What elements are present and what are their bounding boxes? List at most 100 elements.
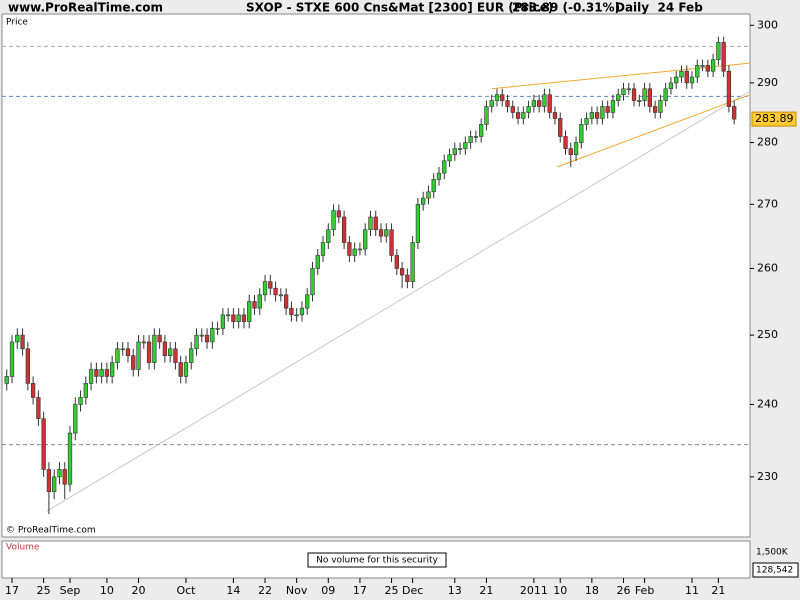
candle-body bbox=[626, 88, 631, 91]
candle-body bbox=[315, 255, 320, 269]
volume-last: 128,542 bbox=[756, 566, 793, 576]
candle-body bbox=[700, 65, 705, 67]
x-tick-label: 10 bbox=[100, 584, 114, 597]
candle-body bbox=[373, 216, 378, 231]
source: www.ProRealTime.com bbox=[8, 1, 163, 15]
candle-body bbox=[510, 106, 515, 113]
candle-body bbox=[526, 106, 531, 113]
candle-body bbox=[104, 369, 110, 377]
candle-body bbox=[537, 100, 542, 107]
candle-body bbox=[500, 94, 505, 101]
candle-body bbox=[141, 341, 146, 344]
x-tick-label: Feb bbox=[635, 584, 654, 597]
candle-body bbox=[326, 229, 331, 243]
last-price-label: 283.89 bbox=[755, 112, 794, 125]
candle-body bbox=[431, 179, 436, 193]
candle-body bbox=[241, 314, 247, 322]
y-tick-label: 280 bbox=[757, 136, 778, 149]
candle-body bbox=[67, 432, 73, 485]
candle-body bbox=[637, 100, 642, 102]
x-tick-label: Sep bbox=[60, 584, 81, 597]
candle-body bbox=[268, 281, 273, 289]
candle-body bbox=[15, 334, 20, 343]
candle-body bbox=[331, 210, 336, 231]
candle-body bbox=[215, 328, 220, 330]
y-tick-label: 230 bbox=[757, 470, 778, 483]
candle-body bbox=[110, 362, 115, 377]
candle-body bbox=[710, 59, 716, 72]
candle-body bbox=[194, 334, 199, 350]
candle-body bbox=[131, 355, 136, 370]
candle-body bbox=[88, 369, 94, 384]
candle-body bbox=[658, 100, 663, 113]
candle-body bbox=[542, 94, 547, 107]
candle-body bbox=[563, 136, 568, 149]
candle-body bbox=[405, 274, 410, 282]
x-tick-label: 22 bbox=[258, 584, 272, 597]
candle-body bbox=[552, 112, 558, 119]
candle-body bbox=[684, 70, 689, 84]
candle-body bbox=[25, 348, 30, 384]
x-tick-label: Nov bbox=[286, 584, 308, 597]
price-panel bbox=[1, 13, 751, 538]
candle-body bbox=[99, 369, 104, 377]
chart-title: SXOP - STXE 600 Cns&Mat [2300] EUR (Pric… bbox=[246, 1, 553, 15]
candle-body bbox=[125, 348, 131, 356]
candle-body bbox=[294, 314, 299, 317]
candle-body bbox=[452, 148, 457, 156]
candle-body bbox=[183, 362, 189, 377]
x-tick-label: 14 bbox=[226, 584, 240, 597]
panel-label: Price bbox=[6, 18, 28, 28]
candle-body bbox=[157, 334, 162, 343]
candle-body bbox=[479, 124, 484, 137]
candle-body bbox=[558, 118, 563, 137]
candle-body bbox=[283, 294, 289, 309]
candle-body bbox=[568, 148, 573, 156]
candle-body bbox=[225, 314, 231, 317]
candle-body bbox=[257, 294, 262, 309]
y-tick-label: 260 bbox=[757, 261, 778, 274]
candle-body bbox=[136, 341, 141, 370]
candle-body bbox=[663, 88, 668, 101]
candle-body bbox=[447, 154, 452, 162]
x-tick-label: 17 bbox=[353, 584, 367, 597]
candle-body bbox=[436, 172, 442, 180]
candle-body bbox=[505, 100, 510, 107]
volume-message-box bbox=[307, 552, 447, 568]
candle-body bbox=[573, 142, 579, 156]
candle-body bbox=[199, 334, 204, 337]
candle-body bbox=[4, 376, 9, 384]
candle-body bbox=[531, 100, 537, 107]
volume-tick: 1,500K bbox=[756, 548, 789, 558]
x-tick-label: 18 bbox=[585, 584, 599, 597]
candle-body bbox=[605, 106, 610, 113]
candle-body bbox=[30, 383, 36, 398]
candle-body bbox=[652, 106, 658, 113]
candle-body bbox=[368, 216, 373, 231]
candle-body bbox=[252, 301, 257, 309]
candle-body bbox=[647, 88, 652, 107]
candle-body bbox=[721, 42, 726, 72]
candle-body bbox=[9, 341, 15, 377]
candle-body bbox=[320, 242, 326, 256]
candle-body bbox=[489, 100, 494, 107]
last-change: 283.89 (-0.31%) bbox=[512, 1, 620, 15]
candle-body bbox=[732, 106, 737, 120]
candle-body bbox=[83, 383, 88, 398]
x-tick-label: 26 bbox=[616, 584, 630, 597]
y-tick-label: 250 bbox=[757, 328, 778, 341]
candle-body bbox=[289, 307, 294, 316]
copyright: © ProRealTime.com bbox=[6, 526, 96, 536]
candle-body bbox=[642, 88, 647, 101]
candle-body bbox=[178, 362, 183, 377]
candle-body bbox=[41, 418, 46, 470]
candle-body bbox=[347, 242, 352, 256]
x-tick-label: 21 bbox=[479, 584, 493, 597]
volume-last-box bbox=[752, 562, 799, 578]
candle-body bbox=[52, 476, 57, 492]
candle-body bbox=[278, 294, 283, 297]
candle-body bbox=[394, 255, 399, 269]
candle-body bbox=[36, 397, 41, 420]
candle-body bbox=[679, 70, 684, 78]
